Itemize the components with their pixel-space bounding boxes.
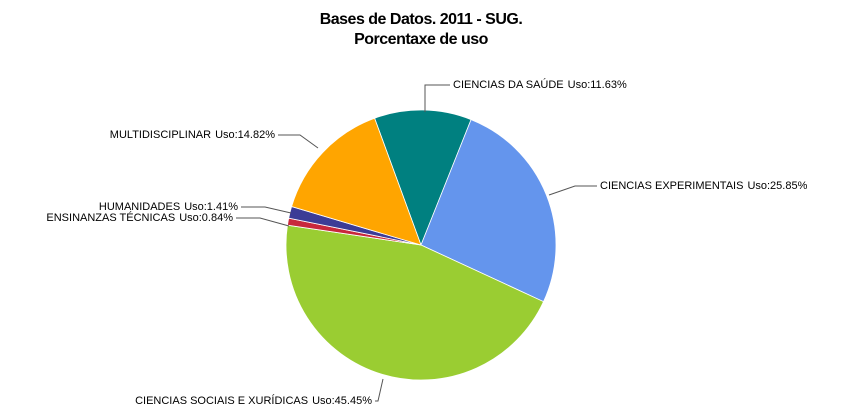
pie-slice (285, 224, 545, 381)
slice-label: MULTIDISCIPLINAR Uso:14.82% (110, 129, 275, 141)
slice-value: Uso:14.82% (215, 129, 275, 141)
slice-label: CIENCIAS SOCIAIS E XURÍDICAS Uso:45.45% (135, 394, 372, 406)
pie-slice (374, 109, 472, 247)
slice-value: Uso:25.85% (747, 180, 807, 192)
slice-category: HUMANIDADES (99, 201, 180, 213)
slice-category: CIENCIAS DA SAÚDE (453, 78, 564, 91)
slice-label: HUMANIDADES Uso:1.41% (99, 201, 238, 213)
pie-slice (291, 117, 422, 246)
slice-label: CIENCIAS DA SAÚDE Uso:11.63% (453, 78, 627, 91)
slice-category: ENSINANZAS TÉCNICAS (46, 211, 175, 224)
slice-label: CIENCIAS EXPERIMENTAIS Uso:25.85% (600, 180, 808, 192)
chart-title: Bases de Datos. 2011 - SUG. (320, 11, 523, 28)
slice-value: Uso:11.63% (568, 79, 627, 91)
chart-subtitle: Porcentaxe de uso (354, 31, 489, 48)
slice-category: CIENCIAS EXPERIMENTAIS (600, 180, 743, 192)
slice-value: Uso:0.84% (179, 212, 233, 224)
leader-line (424, 84, 450, 112)
slice-category: CIENCIAS SOCIAIS E XURÍDICAS (135, 394, 308, 406)
leader-line (278, 134, 319, 149)
slice-category: MULTIDISCIPLINAR (110, 129, 211, 141)
slice-label: ENSINANZAS TÉCNICAS Uso:0.84% (46, 211, 233, 224)
slice-value: Uso:45.45% (312, 395, 372, 406)
leader-line (548, 185, 597, 196)
leader-line (241, 206, 292, 214)
leader-line (236, 217, 290, 227)
slice-value: Uso:1.41% (184, 201, 238, 213)
pie-slice (420, 119, 557, 303)
leader-line (375, 378, 384, 402)
